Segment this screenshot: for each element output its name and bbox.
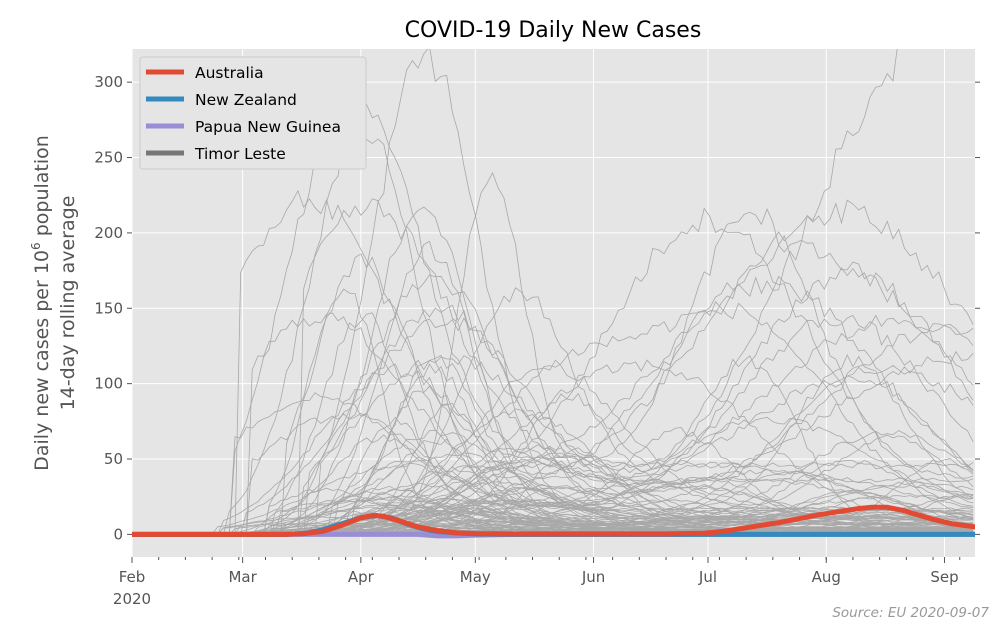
x-tick-label: Feb [119, 568, 146, 586]
legend-label-timor-leste: Timor Leste [194, 145, 286, 163]
country-line [132, 189, 974, 535]
legend-items: Australia New Zealand Papua New Guinea Timo… [146, 64, 341, 163]
y-tick-label: 300 [94, 73, 123, 91]
y-tick-label: 150 [94, 299, 123, 317]
x-axis: Feb 2020 Mar Apr May Jun Jul Aug Sep [113, 557, 961, 608]
x-tick-label: Jun [581, 568, 605, 586]
country-line [132, 463, 974, 535]
y-axis-label-end: population [31, 135, 53, 242]
source-note: Source: EU 2020-09-07 [832, 605, 989, 621]
y-axis-label-superscript: 6 [29, 242, 43, 250]
legend-box [139, 56, 367, 170]
y-axis-label-line1: Daily new cases per 106 population [29, 135, 53, 471]
legend-label-australia: Australia [195, 64, 264, 82]
country-line [132, 80, 974, 535]
x-tick-label: Mar [228, 568, 257, 586]
y-axis-label-line2: 14-day rolling average [57, 196, 79, 411]
x-tick-label: Apr [348, 568, 375, 586]
chart-title: COVID-19 Daily New Cases [405, 18, 702, 43]
country-line [132, 317, 974, 535]
x-tick-label: Aug [812, 568, 841, 586]
y-tick-label: 200 [94, 224, 123, 242]
country-line [132, 312, 974, 535]
y-tick-label: 250 [94, 149, 123, 167]
y-tick-label: 100 [94, 375, 123, 393]
legend: Australia New Zealand Papua New Guinea Timo… [139, 56, 367, 170]
y-axis-label-main: Daily new cases per 10 [31, 250, 53, 471]
country-line [132, 267, 974, 535]
y-tick-label: 50 [104, 450, 123, 468]
y-tick-label: 0 [113, 525, 123, 543]
legend-label-new-zealand: New Zealand [195, 91, 297, 109]
y-axis: 0 50 100 150 200 250 300 [94, 73, 980, 543]
series-lines [132, 504, 975, 539]
x-tick-sublabel: 2020 [113, 590, 151, 608]
x-tick-label: May [460, 568, 491, 586]
x-tick-label: Jul [698, 568, 717, 586]
x-tick-label: Sep [930, 568, 958, 586]
legend-label-papua-new-guinea: Papua New Guinea [195, 118, 341, 136]
series-line-australia [132, 504, 975, 537]
